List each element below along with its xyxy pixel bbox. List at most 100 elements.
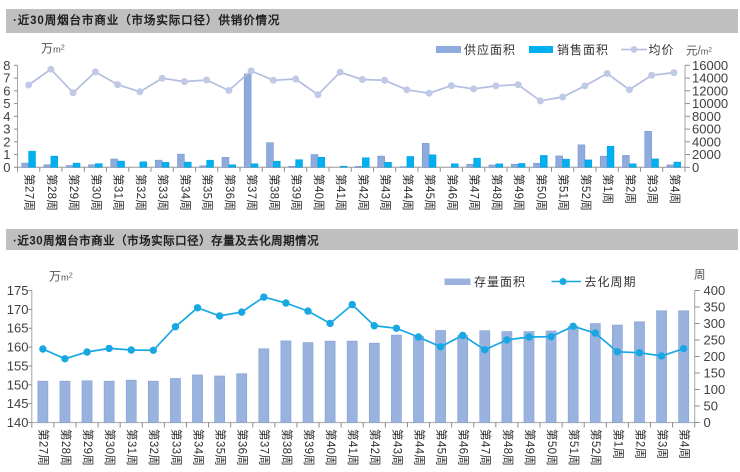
svg-text:第40周: 第40周 (324, 429, 338, 466)
svg-text:第46周: 第46周 (457, 429, 471, 466)
svg-text:4000: 4000 (692, 134, 721, 149)
svg-text:12000: 12000 (692, 83, 728, 98)
svg-text:第3周: 第3周 (646, 174, 660, 204)
svg-text:·近30周烟台市商业（市场实际口径）供销价情况: ·近30周烟台市商业（市场实际口径）供销价情况 (13, 13, 280, 27)
svg-text:第4周: 第4周 (678, 429, 692, 459)
svg-text:元/m2: 元/m2 (686, 46, 712, 58)
svg-text:170: 170 (7, 302, 29, 317)
svg-text:销售面积: 销售面积 (557, 42, 609, 57)
svg-text:8000: 8000 (692, 109, 721, 124)
svg-text:第43周: 第43周 (379, 174, 393, 211)
svg-text:去化周期: 去化周期 (585, 275, 637, 289)
svg-text:10000: 10000 (692, 96, 728, 111)
svg-text:第2周: 第2周 (633, 429, 647, 459)
svg-text:6: 6 (3, 83, 10, 98)
svg-text:5: 5 (3, 96, 10, 111)
svg-text:第48周: 第48周 (490, 174, 504, 211)
svg-text:第44周: 第44周 (401, 174, 415, 211)
svg-text:第29周: 第29周 (81, 429, 95, 466)
svg-text:100: 100 (704, 382, 726, 397)
svg-text:50: 50 (704, 399, 718, 414)
svg-text:400: 400 (704, 283, 726, 298)
svg-text:第45周: 第45周 (423, 174, 437, 211)
svg-text:第37周: 第37周 (245, 174, 259, 211)
svg-text:万m2: 万m2 (41, 42, 65, 56)
svg-text:14000: 14000 (692, 71, 728, 86)
svg-text:2: 2 (3, 134, 10, 149)
svg-text:300: 300 (704, 316, 726, 331)
svg-text:第30周: 第30周 (103, 429, 117, 466)
svg-text:第38周: 第38周 (267, 174, 281, 211)
svg-text:第47周: 第47周 (479, 429, 493, 466)
svg-text:第34周: 第34周 (178, 174, 192, 211)
svg-text:第43周: 第43周 (390, 429, 404, 466)
svg-text:万m2: 万m2 (49, 270, 73, 284)
svg-text:周: 周 (694, 269, 706, 282)
svg-text:第50周: 第50周 (545, 429, 559, 466)
svg-text:第27周: 第27周 (23, 174, 37, 211)
svg-text:第39周: 第39周 (302, 429, 316, 466)
svg-text:第45周: 第45周 (435, 429, 449, 466)
svg-text:175: 175 (7, 283, 29, 298)
svg-text:第31周: 第31周 (125, 429, 139, 466)
svg-text:第52周: 第52周 (579, 174, 593, 211)
svg-text:第50周: 第50周 (534, 174, 548, 211)
svg-text:155: 155 (7, 358, 29, 373)
svg-text:·近30周烟台市商业（市场实际口径）存量及去化周期情况: ·近30周烟台市商业（市场实际口径）存量及去化周期情况 (13, 234, 319, 248)
svg-text:第47周: 第47周 (468, 174, 482, 211)
svg-text:第46周: 第46周 (445, 174, 459, 211)
svg-text:0: 0 (3, 160, 10, 175)
svg-text:145: 145 (7, 396, 29, 411)
svg-text:第35周: 第35周 (201, 174, 215, 211)
svg-text:第36周: 第36周 (236, 429, 250, 466)
svg-text:存量面积: 存量面积 (474, 275, 526, 289)
svg-text:第51周: 第51周 (567, 429, 581, 466)
svg-text:150: 150 (704, 366, 726, 381)
svg-text:第33周: 第33周 (169, 429, 183, 466)
svg-text:8: 8 (3, 58, 10, 73)
svg-text:第41周: 第41周 (334, 174, 348, 211)
svg-text:0: 0 (704, 415, 711, 430)
svg-text:6000: 6000 (692, 122, 721, 137)
svg-text:第27周: 第27周 (37, 429, 51, 466)
svg-text:3: 3 (3, 122, 10, 137)
svg-text:第49周: 第49周 (512, 174, 526, 211)
svg-text:第38周: 第38周 (280, 429, 294, 466)
svg-text:第51周: 第51周 (557, 174, 571, 211)
svg-text:0: 0 (692, 160, 699, 175)
svg-text:第36周: 第36周 (223, 174, 237, 211)
svg-text:第2周: 第2周 (623, 174, 637, 204)
svg-text:第40周: 第40周 (312, 174, 326, 211)
svg-text:第28周: 第28周 (45, 174, 59, 211)
svg-text:均价: 均价 (649, 43, 675, 57)
svg-text:第28周: 第28周 (59, 429, 73, 466)
svg-text:7: 7 (3, 71, 10, 86)
svg-text:第32周: 第32周 (134, 174, 148, 211)
svg-text:供应面积: 供应面积 (464, 42, 516, 57)
svg-text:140: 140 (7, 415, 29, 430)
svg-text:第1周: 第1周 (601, 174, 615, 204)
svg-text:250: 250 (704, 333, 726, 348)
svg-text:第37周: 第37周 (258, 429, 272, 466)
svg-text:2000: 2000 (692, 147, 721, 162)
svg-text:16000: 16000 (692, 58, 728, 73)
svg-text:第44周: 第44周 (412, 429, 426, 466)
svg-text:第4周: 第4周 (668, 174, 682, 204)
svg-text:第32周: 第32周 (147, 429, 161, 466)
svg-text:第48周: 第48周 (501, 429, 515, 466)
svg-text:第31周: 第31周 (112, 174, 126, 211)
svg-text:第30周: 第30周 (89, 174, 103, 211)
svg-text:1: 1 (3, 147, 10, 162)
svg-text:第42周: 第42周 (368, 429, 382, 466)
svg-text:150: 150 (7, 377, 29, 392)
svg-text:第33周: 第33周 (156, 174, 170, 211)
svg-text:第49周: 第49周 (523, 429, 537, 466)
svg-text:200: 200 (704, 349, 726, 364)
svg-text:第34周: 第34周 (191, 429, 205, 466)
svg-text:165: 165 (7, 321, 29, 336)
svg-text:第39周: 第39周 (290, 174, 304, 211)
svg-text:第41周: 第41周 (346, 429, 360, 466)
svg-text:第29周: 第29周 (67, 174, 81, 211)
svg-text:4: 4 (3, 109, 10, 124)
svg-text:第1周: 第1周 (611, 429, 625, 459)
